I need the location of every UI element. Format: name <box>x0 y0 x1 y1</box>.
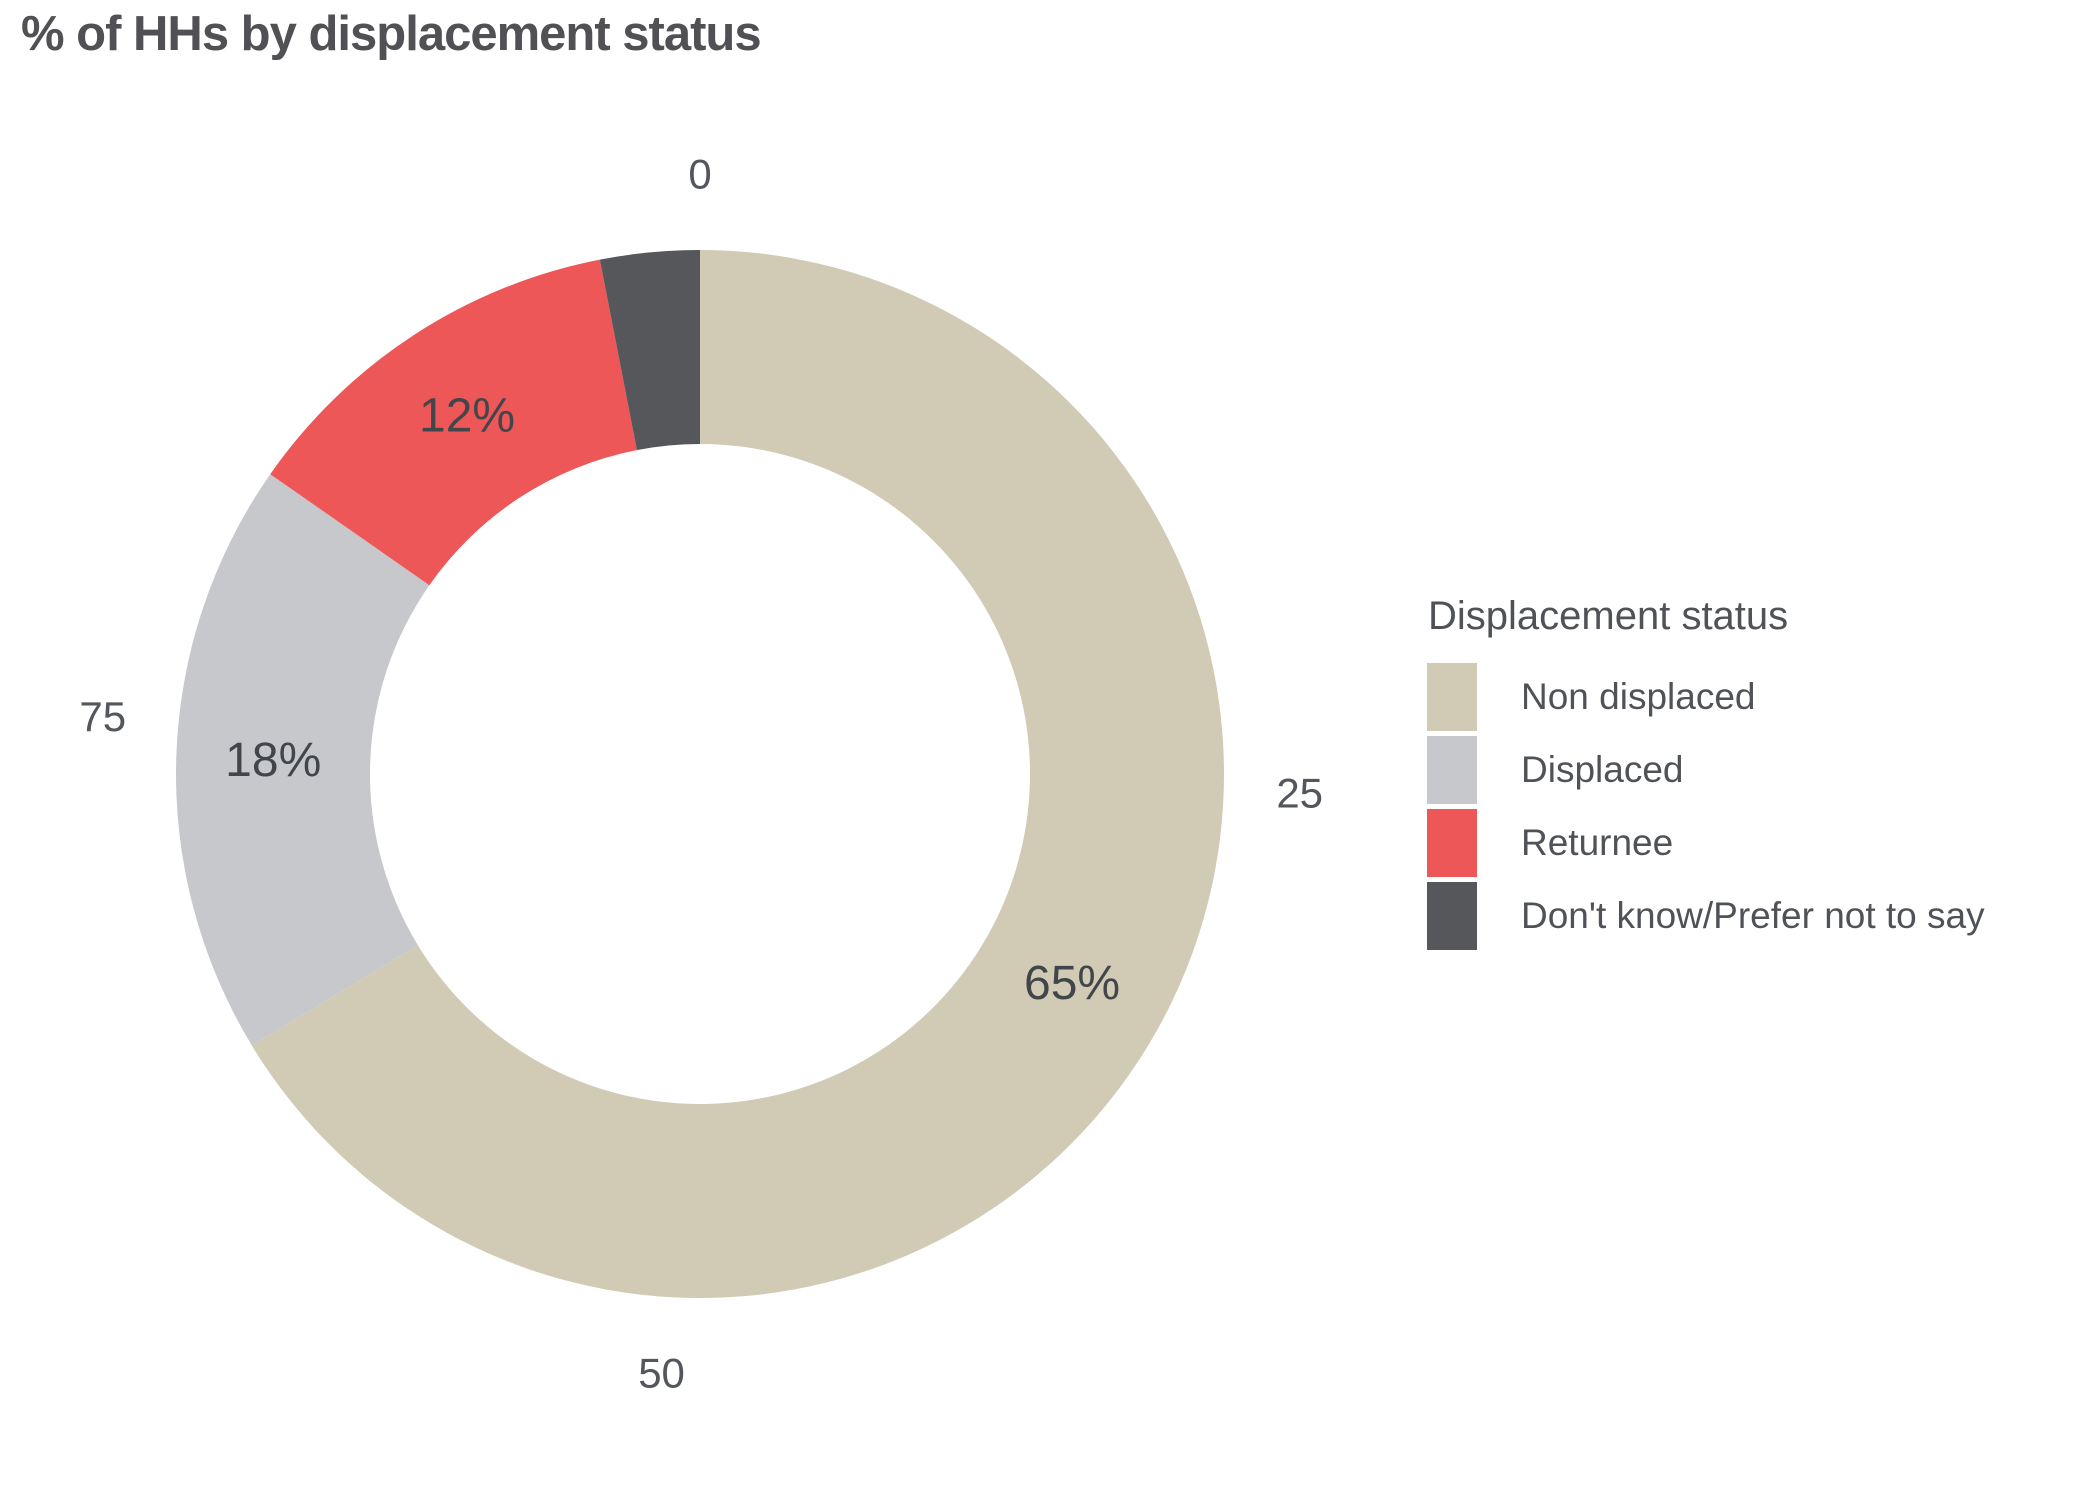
legend-item-label: Displaced <box>1521 749 1684 790</box>
donut-segment-3[interactable] <box>599 250 700 451</box>
scale-tick-label: 50 <box>638 1349 685 1396</box>
legend-item[interactable]: Displaced <box>1427 736 1985 804</box>
data-label: 12% <box>419 390 515 443</box>
legend: Displacement status Non displaced Displac… <box>1427 594 1985 955</box>
scale-tick-label: 25 <box>1276 770 1323 817</box>
scale-tick-label: 75 <box>79 693 126 740</box>
legend-title: Displacement status <box>1428 594 1789 638</box>
legend-item-label: Don't know/Prefer not to say <box>1521 895 1985 936</box>
legend-item-label: Returnee <box>1521 822 1674 863</box>
donut-segment-0[interactable] <box>251 250 1225 1298</box>
data-label: 65% <box>1024 957 1120 1010</box>
legend-swatch <box>1427 663 1477 731</box>
legend-item[interactable]: Don't know/Prefer not to say <box>1427 882 1985 950</box>
scale-tick-label: 0 <box>688 151 711 198</box>
legend-item-label: Non displaced <box>1521 676 1756 717</box>
donut-segment-2[interactable] <box>270 259 637 586</box>
legend-item[interactable]: Non displaced <box>1427 663 1985 731</box>
chart-title: % of HHs by displacement status <box>21 7 762 61</box>
legend-swatch <box>1427 882 1477 950</box>
legend-swatch <box>1427 809 1477 877</box>
legend-items: Non displaced Displaced Returnee Don't know… <box>1427 663 1985 950</box>
data-label: 18% <box>225 734 321 787</box>
legend-item[interactable]: Returnee <box>1427 809 1985 877</box>
donut-segment-1[interactable] <box>176 474 430 1046</box>
legend-swatch <box>1427 736 1477 804</box>
